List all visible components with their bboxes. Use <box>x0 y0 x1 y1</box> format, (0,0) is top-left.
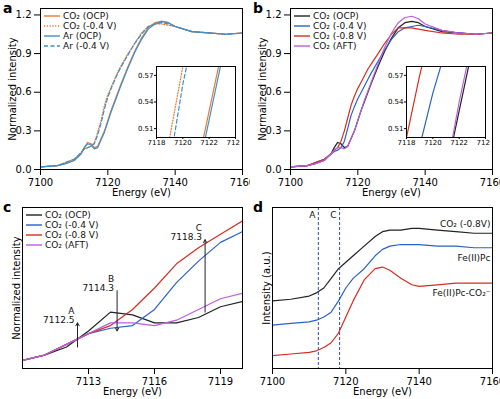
svg-text:Energy (eV): Energy (eV) <box>353 386 412 397</box>
html-text:d: d <box>253 199 263 215</box>
html-text:CO₂ (AFT): CO₂ (AFT) <box>313 41 357 51</box>
svg-text:Energy (eV): Energy (eV) <box>362 187 421 198</box>
svg-text:Intensity (a.u.): Intensity (a.u.) <box>261 251 272 324</box>
svg-text:0.9: 0.9 <box>16 48 32 59</box>
html-text:CO₂ (AFT): CO₂ (AFT) <box>45 240 89 250</box>
svg-text:7113: 7113 <box>76 376 101 387</box>
html-text:a: a <box>3 0 13 16</box>
svg-text:Fe(II)Pc-CO₂⁻: Fe(II)Pc-CO₂⁻ <box>433 288 491 298</box>
svg-text:Energy (eV): Energy (eV) <box>112 187 171 198</box>
svg-text:7120: 7120 <box>95 176 121 188</box>
svg-text:7140: 7140 <box>406 375 432 387</box>
html-text:CO₂ (OCP): CO₂ (OCP) <box>313 11 359 21</box>
html-text:CO₂ (-0.4 V): CO₂ (-0.4 V) <box>313 21 367 31</box>
html-text:CO₂ (OCP): CO₂ (OCP) <box>63 11 109 21</box>
svg-text:Fe(II)Pc: Fe(II)Pc <box>458 253 491 263</box>
svg-text:0.3: 0.3 <box>266 125 282 136</box>
svg-text:7120: 7120 <box>333 375 359 387</box>
html-text:CO₂ (-0.8 V): CO₂ (-0.8 V) <box>45 230 99 240</box>
svg-text:Normalized intensity: Normalized intensity <box>11 236 22 339</box>
svg-text:A: A <box>309 210 316 220</box>
svg-text:7100: 7100 <box>28 177 53 188</box>
svg-text:0.0: 0.0 <box>266 164 282 175</box>
svg-text:7160: 7160 <box>480 177 500 188</box>
html-text:c: c <box>3 199 12 215</box>
svg-text:A7112.5: A7112.5 <box>43 306 75 325</box>
svg-text:7100: 7100 <box>260 376 285 387</box>
svg-text:Normalized intensity: Normalized intensity <box>7 37 18 140</box>
svg-text:7100: 7100 <box>278 177 303 188</box>
svg-text:7140: 7140 <box>162 176 188 188</box>
svg-text:CO₂ (-0.8V): CO₂ (-0.8V) <box>440 219 491 229</box>
svg-text:0.6: 0.6 <box>16 86 32 97</box>
svg-text:0.54: 0.54 <box>388 98 404 106</box>
svg-text:0.54: 0.54 <box>138 98 154 106</box>
svg-text:7160: 7160 <box>480 376 500 387</box>
svg-text:7119: 7119 <box>208 376 233 387</box>
html-text:CO₂ (-0.8 V): CO₂ (-0.8 V) <box>313 31 367 41</box>
html-text:CO₂ (-0.4 V): CO₂ (-0.4 V) <box>45 220 99 230</box>
svg-text:1.2: 1.2 <box>16 9 32 20</box>
svg-text:0.57: 0.57 <box>138 72 154 80</box>
html-text:b: b <box>253 0 263 16</box>
html-text:CO₂ (OCP): CO₂ (OCP) <box>45 210 91 220</box>
svg-text:7124: 7124 <box>227 139 240 147</box>
svg-text:0.6: 0.6 <box>266 86 282 97</box>
svg-text:0.3: 0.3 <box>16 125 32 136</box>
svg-text:7120: 7120 <box>345 176 371 188</box>
svg-text:7116: 7116 <box>141 375 168 387</box>
svg-text:7118: 7118 <box>148 139 166 147</box>
svg-text:B7114.3: B7114.3 <box>83 274 115 293</box>
svg-text:Normalized intensity: Normalized intensity <box>257 37 268 140</box>
svg-text:C7118.3: C7118.3 <box>171 223 203 242</box>
svg-text:7122: 7122 <box>450 139 468 147</box>
svg-text:7160: 7160 <box>230 177 250 188</box>
svg-text:0.0: 0.0 <box>16 164 32 175</box>
html-text:Ar (OCP): Ar (OCP) <box>63 31 102 41</box>
svg-text:7122: 7122 <box>200 139 218 147</box>
svg-text:0.57: 0.57 <box>388 72 404 80</box>
svg-text:C: C <box>330 210 336 220</box>
svg-text:7124: 7124 <box>477 139 490 147</box>
svg-text:1.2: 1.2 <box>266 9 282 20</box>
html-text:CO₂ (-0.4 V): CO₂ (-0.4 V) <box>63 21 117 31</box>
html-text:Ar (-0.4 V): Ar (-0.4 V) <box>63 41 110 51</box>
svg-text:7120: 7120 <box>424 139 442 147</box>
svg-text:7120: 7120 <box>174 139 192 147</box>
svg-text:7118: 7118 <box>398 139 416 147</box>
svg-text:Energy (eV): Energy (eV) <box>103 386 162 397</box>
svg-text:7140: 7140 <box>412 176 438 188</box>
svg-text:0.51: 0.51 <box>388 125 404 133</box>
svg-text:0.51: 0.51 <box>138 125 154 133</box>
svg-text:0.9: 0.9 <box>266 48 282 59</box>
